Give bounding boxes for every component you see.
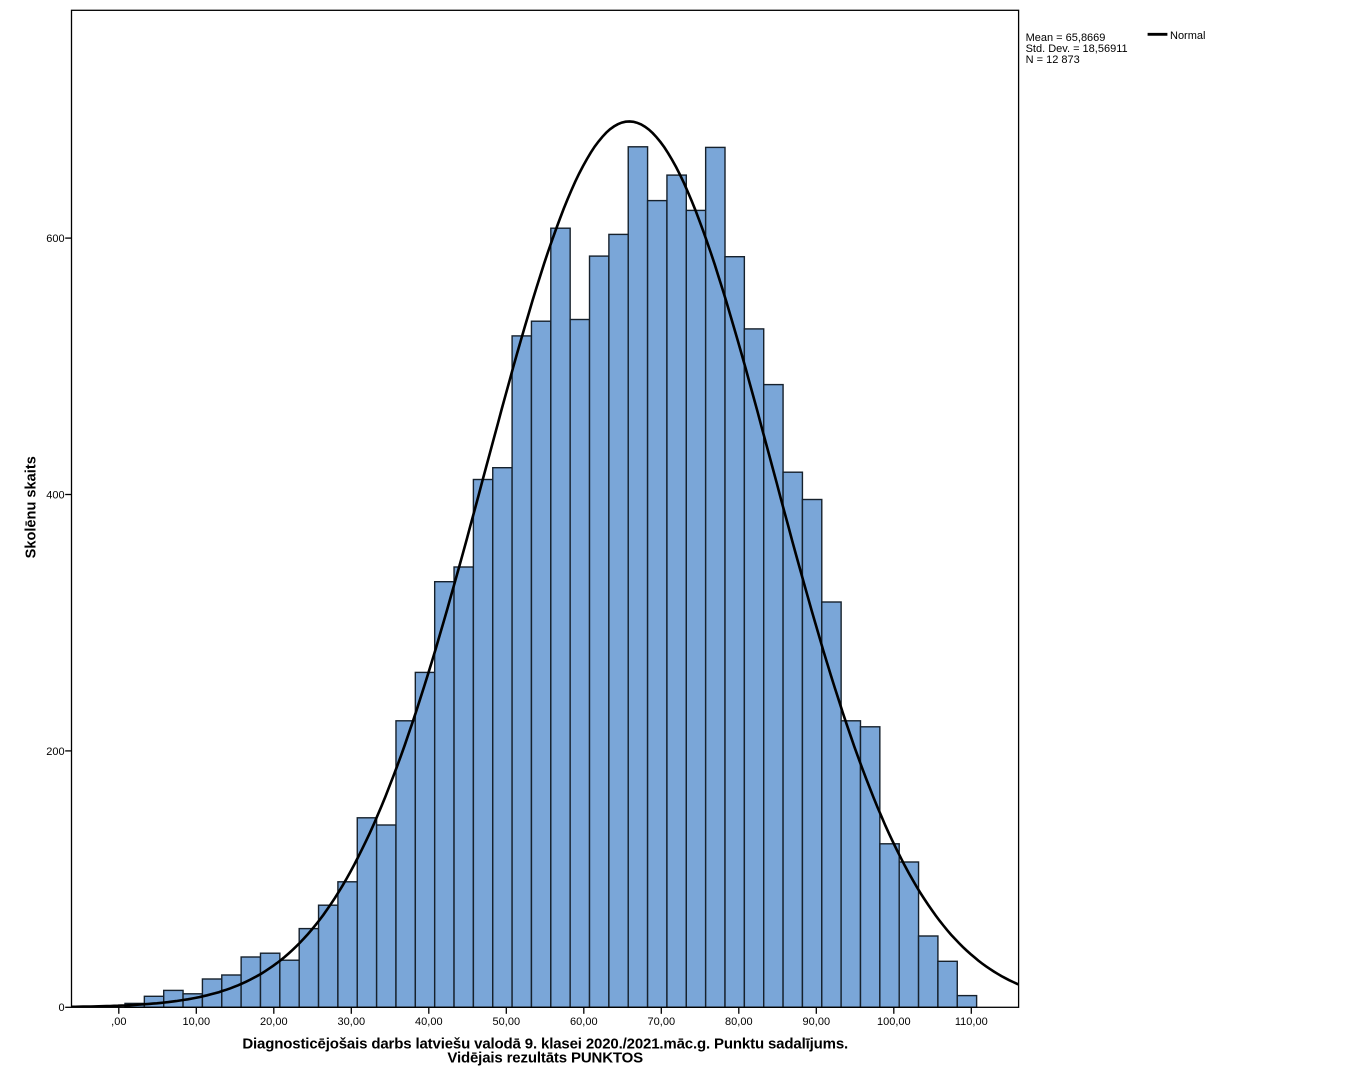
svg-text:N = 12 873: N = 12 873 — [1026, 54, 1080, 66]
svg-text:110,00: 110,00 — [955, 1016, 988, 1028]
svg-text:50,00: 50,00 — [493, 1016, 521, 1028]
svg-text:20,00: 20,00 — [260, 1016, 288, 1028]
svg-text:60,00: 60,00 — [570, 1016, 598, 1028]
svg-text:10,00: 10,00 — [183, 1016, 211, 1028]
svg-text:,00: ,00 — [111, 1016, 126, 1028]
svg-text:90,00: 90,00 — [803, 1016, 831, 1028]
svg-text:200: 200 — [46, 746, 64, 758]
svg-text:Diagnosticējošais darbs latvie: Diagnosticējošais darbs latviešu valodā … — [242, 1036, 848, 1053]
svg-text:Std. Dev. = 18,56911: Std. Dev. = 18,56911 — [1026, 43, 1128, 55]
svg-text:Skolēnu skaits: Skolēnu skaits — [24, 456, 40, 558]
svg-text:30,00: 30,00 — [338, 1016, 366, 1028]
svg-text:Normal: Normal — [1170, 30, 1205, 42]
svg-text:Vidējais rezultāts PUNKTOS: Vidējais rezultāts PUNKTOS — [447, 1049, 643, 1066]
svg-text:70,00: 70,00 — [648, 1016, 676, 1028]
svg-text:600: 600 — [46, 233, 64, 245]
svg-text:40,00: 40,00 — [415, 1016, 443, 1028]
svg-text:400: 400 — [46, 489, 64, 501]
svg-text:100,00: 100,00 — [877, 1016, 911, 1028]
svg-text:80,00: 80,00 — [725, 1016, 753, 1028]
svg-text:0: 0 — [58, 1002, 64, 1014]
svg-text:Mean = 65,8669: Mean = 65,8669 — [1026, 32, 1106, 44]
